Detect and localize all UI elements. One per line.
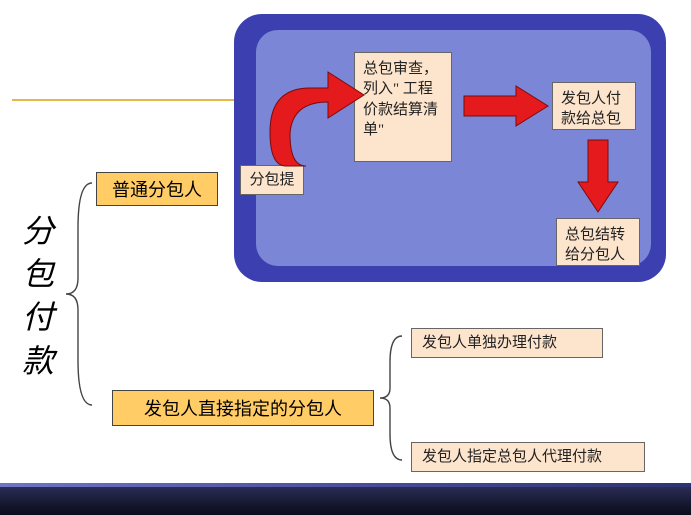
label: 普通分包人 — [112, 176, 202, 202]
label: 总包结转给分包人 — [565, 227, 625, 263]
node-payer-to-gc: 发包人付款给总包 — [552, 82, 636, 130]
brace-main — [62, 178, 102, 410]
label: 发包人指定总包人代理付款 — [422, 447, 602, 467]
arrow-pay-to-transfer — [576, 138, 620, 216]
branch-normal-subcontractor: 普通分包人 — [96, 172, 218, 206]
label: 发包人付款给总包 — [561, 91, 621, 127]
footer-bar — [0, 487, 691, 515]
title-char: 包 — [22, 253, 54, 296]
horizontal-rule — [12, 99, 257, 101]
label: 发包人单独办理付款 — [422, 333, 557, 353]
label: 总包审查，列入" 工程价款结算清单" — [363, 61, 438, 138]
arrow-submit-to-review — [268, 70, 368, 176]
node-review: 总包审查，列入" 工程价款结算清单" — [354, 52, 452, 162]
node-gc-to-sub: 总包结转给分包人 — [556, 218, 640, 266]
node-owner-pay-direct: 发包人单独办理付款 — [411, 328, 603, 358]
label: 发包人直接指定的分包人 — [144, 395, 342, 421]
main-title-vertical: 分 包 付 款 — [22, 210, 54, 383]
branch-designated-subcontractor: 发包人直接指定的分包人 — [112, 390, 374, 426]
arrow-review-to-pay — [462, 84, 552, 128]
title-char: 款 — [22, 340, 54, 383]
title-char: 分 — [22, 210, 54, 253]
title-char: 付 — [22, 296, 54, 339]
brace-designated — [376, 332, 410, 464]
node-owner-assign-gc: 发包人指定总包人代理付款 — [411, 442, 645, 472]
